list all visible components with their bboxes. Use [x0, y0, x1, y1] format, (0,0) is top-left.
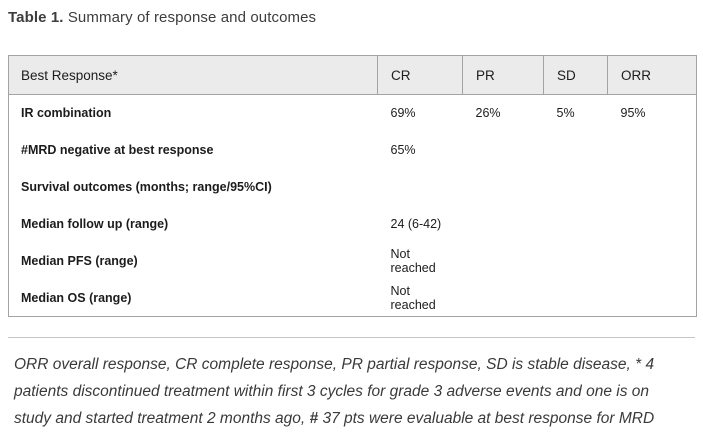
table-caption-text: Summary of response and outcomes: [67, 9, 317, 26]
row-label: #MRD negative at best response: [21, 143, 214, 157]
cell-value: [463, 169, 544, 206]
table-row-median-follow-up: Median follow up (range) 24 (6-42): [9, 206, 697, 243]
col-header-best-response: Best Response*: [8, 55, 378, 95]
cell-value: [463, 243, 544, 280]
cell-value: [608, 206, 697, 243]
cell-value: [608, 132, 697, 169]
cell-value: 65%: [390, 143, 416, 157]
col-header-sd: SD: [543, 55, 608, 95]
header-row: Best Response* CR PR SD ORR: [8, 55, 697, 95]
cell-value: 24 (6-42): [390, 217, 442, 231]
table-row-ir-combination: IR combination 69% 26% 5% 95%: [9, 95, 697, 132]
cell-value: [378, 169, 463, 206]
col-header-pr: PR: [462, 55, 544, 95]
table-caption-label: Table 1.: [8, 9, 64, 26]
col-header-cr: CR: [377, 55, 463, 95]
footnote-text-before-hash: ORR overall response, CR complete respon…: [14, 356, 655, 427]
table-row-median-pfs: Median PFS (range) Not reached: [9, 243, 697, 280]
cell-value: 26%: [475, 106, 501, 121]
cell-value: [463, 280, 544, 317]
row-label: Median PFS (range): [21, 254, 138, 268]
cell-value: [463, 132, 544, 169]
table-row-mrd-negative: #MRD negative at best response 65%: [9, 132, 697, 169]
cell-value: [608, 243, 697, 280]
row-label: IR combination: [21, 106, 112, 121]
row-label: Survival outcomes (months; range/95%CI): [21, 180, 272, 194]
cell-value: [463, 206, 544, 243]
cell-value: [544, 132, 608, 169]
cell-value: 95%: [620, 106, 646, 121]
cell-value: Not reached: [390, 247, 436, 275]
row-label: Median OS (range): [21, 290, 132, 305]
cell-value: [544, 206, 608, 243]
summary-table: Best Response* CR PR SD ORR IR combinati…: [8, 55, 697, 317]
cell-value: Not reached: [390, 283, 436, 312]
footnote: ORR overall response, CR complete respon…: [14, 351, 674, 432]
cell-value: [608, 169, 697, 206]
col-header-orr: ORR: [607, 55, 697, 95]
footnote-text-after-hash: 37 pts were evaluable at best response f…: [318, 410, 655, 427]
cell-value: [544, 280, 608, 317]
cell-value: [544, 169, 608, 206]
cell-value: [608, 280, 697, 317]
divider: [8, 337, 695, 338]
table-row-survival-outcomes: Survival outcomes (months; range/95%CI): [9, 169, 697, 206]
cell-value: [544, 243, 608, 280]
table-row-median-os: Median OS (range) Not reached: [9, 280, 697, 317]
row-label: Median follow up (range): [21, 217, 169, 231]
table-caption: Table 1. Summary of response and outcome…: [8, 9, 316, 26]
cell-value: 69%: [390, 106, 416, 121]
footnote-hash-marker: #: [309, 410, 319, 427]
cell-value: 5%: [556, 106, 575, 121]
